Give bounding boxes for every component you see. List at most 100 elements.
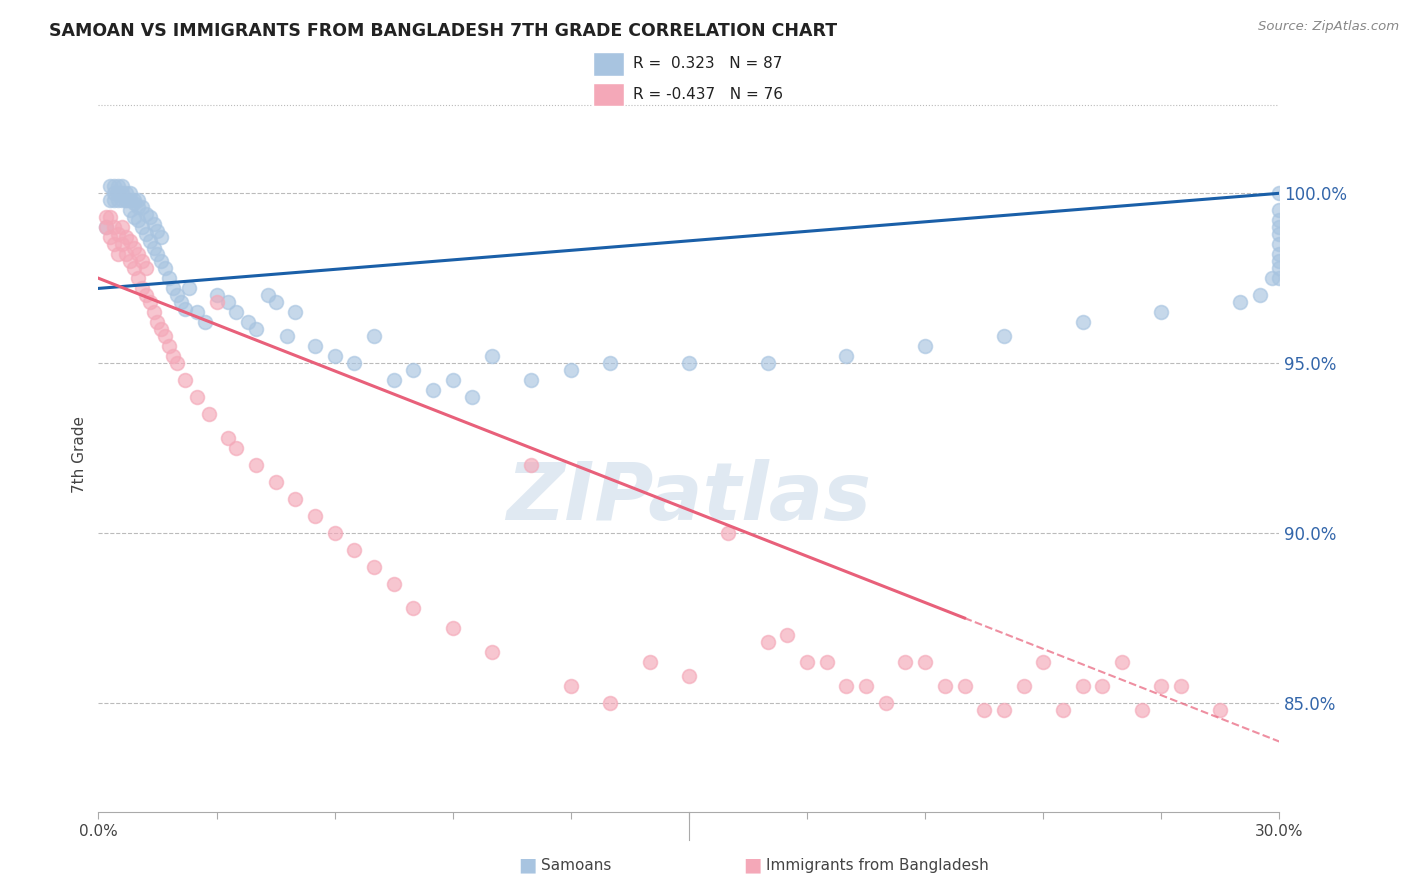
Samoans [323,350,346,364]
Immigrants from Bangladesh [135,260,157,275]
Samoans [256,288,278,302]
Immigrants from Bangladesh [96,220,118,235]
Text: ZIPatlas: ZIPatlas [506,458,872,537]
Immigrants from Bangladesh [162,350,184,364]
Samoans [157,271,180,285]
Samoans [127,213,149,227]
Samoans [166,288,188,302]
Samoans [170,295,193,310]
Immigrants from Bangladesh [441,621,464,635]
Immigrants from Bangladesh [993,703,1015,717]
Samoans [382,373,405,387]
Samoans [118,193,141,207]
Immigrants from Bangladesh [875,696,897,710]
Immigrants from Bangladesh [205,295,228,310]
Immigrants from Bangladesh [197,407,219,421]
Immigrants from Bangladesh [118,234,141,248]
Immigrants from Bangladesh [107,227,129,241]
Samoans [107,193,129,207]
Immigrants from Bangladesh [142,305,165,319]
Immigrants from Bangladesh [245,458,267,472]
Samoans [245,322,267,336]
Samoans [111,186,134,201]
Immigrants from Bangladesh [122,260,145,275]
Immigrants from Bangladesh [599,696,621,710]
Immigrants from Bangladesh [115,230,138,244]
Samoans [236,315,259,329]
Samoans [122,196,145,211]
Samoans [135,227,157,241]
Samoans [103,193,125,207]
Samoans [1150,305,1173,319]
Samoans [162,281,184,295]
Immigrants from Bangladesh [1091,679,1114,693]
Text: Samoans: Samoans [541,858,612,872]
Immigrants from Bangladesh [264,475,287,489]
Samoans [276,329,298,343]
Immigrants from Bangladesh [304,509,326,524]
Immigrants from Bangladesh [1209,703,1232,717]
Immigrants from Bangladesh [186,390,208,404]
Immigrants from Bangladesh [343,543,366,558]
Immigrants from Bangladesh [1150,679,1173,693]
Immigrants from Bangladesh [756,635,779,649]
Samoans [142,217,165,231]
Samoans [1268,271,1291,285]
Samoans [835,350,858,364]
Immigrants from Bangladesh [131,254,153,268]
Immigrants from Bangladesh [115,247,138,261]
Immigrants from Bangladesh [678,669,700,683]
Samoans [146,224,169,238]
Text: ■: ■ [742,855,762,875]
Immigrants from Bangladesh [122,241,145,255]
Samoans [111,179,134,194]
Immigrants from Bangladesh [157,339,180,353]
Samoans [1268,227,1291,241]
Immigrants from Bangladesh [138,295,160,310]
Immigrants from Bangladesh [973,703,995,717]
Immigrants from Bangladesh [382,577,405,591]
Samoans [138,234,160,248]
Samoans [115,193,138,207]
Samoans [402,363,425,377]
Immigrants from Bangladesh [98,210,121,224]
Samoans [1268,247,1291,261]
Samoans [127,200,149,214]
Samoans [914,339,936,353]
Immigrants from Bangladesh [98,230,121,244]
Bar [593,53,624,76]
Samoans [107,179,129,194]
Immigrants from Bangladesh [150,322,173,336]
Immigrants from Bangladesh [796,655,818,669]
Immigrants from Bangladesh [560,679,582,693]
Samoans [127,193,149,207]
Samoans [174,301,197,316]
Samoans [138,210,160,224]
Samoans [756,356,779,370]
Samoans [146,247,169,261]
Immigrants from Bangladesh [638,655,661,669]
Samoans [177,281,200,295]
Bar [593,83,624,106]
Immigrants from Bangladesh [107,247,129,261]
Samoans [1268,254,1291,268]
Text: R = -0.437   N = 76: R = -0.437 N = 76 [633,87,783,103]
Samoans [131,220,153,235]
Samoans [363,329,385,343]
Immigrants from Bangladesh [323,526,346,541]
Immigrants from Bangladesh [1012,679,1035,693]
Immigrants from Bangladesh [914,655,936,669]
Immigrants from Bangladesh [103,237,125,252]
Samoans [194,315,217,329]
Immigrants from Bangladesh [127,271,149,285]
Samoans [122,210,145,224]
Samoans [122,193,145,207]
Samoans [993,329,1015,343]
Immigrants from Bangladesh [174,373,197,387]
Samoans [115,186,138,201]
Samoans [461,390,484,404]
Samoans [1071,315,1094,329]
Immigrants from Bangladesh [855,679,877,693]
Samoans [599,356,621,370]
Samoans [1268,237,1291,252]
